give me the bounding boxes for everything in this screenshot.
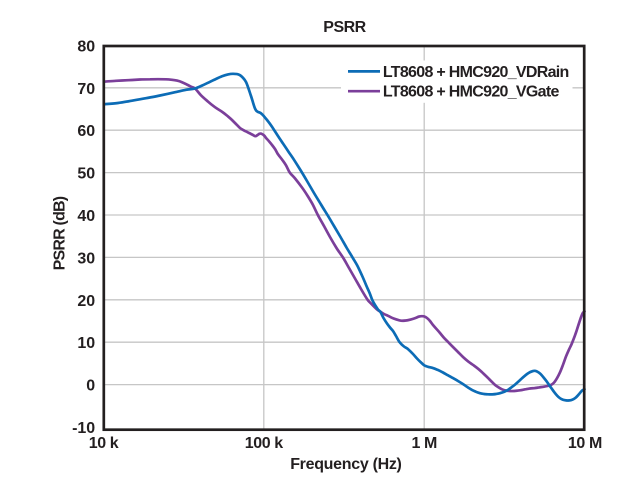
svg-text:20: 20 (77, 293, 95, 310)
svg-text:100 k: 100 k (245, 435, 284, 452)
svg-text:40: 40 (77, 208, 95, 225)
svg-text:PSRR: PSRR (323, 19, 366, 36)
svg-text:PSRR (dB): PSRR (dB) (51, 196, 68, 270)
svg-text:-10: -10 (72, 420, 95, 437)
svg-text:LT8608 + HMC920_VDRain: LT8608 + HMC920_VDRain (383, 64, 569, 81)
svg-text:70: 70 (77, 81, 95, 98)
svg-text:1 M: 1 M (411, 435, 437, 452)
svg-text:60: 60 (77, 123, 95, 140)
svg-text:10: 10 (77, 335, 95, 352)
svg-text:30: 30 (77, 250, 95, 267)
svg-text:10 M: 10 M (568, 435, 602, 452)
svg-text:80: 80 (77, 38, 95, 55)
svg-text:10 k: 10 k (89, 435, 119, 452)
svg-text:Frequency (Hz): Frequency (Hz) (290, 456, 401, 473)
svg-text:LT8608 + HMC920_VGate: LT8608 + HMC920_VGate (383, 84, 560, 101)
svg-text:50: 50 (77, 166, 95, 183)
svg-text:0: 0 (86, 378, 95, 395)
